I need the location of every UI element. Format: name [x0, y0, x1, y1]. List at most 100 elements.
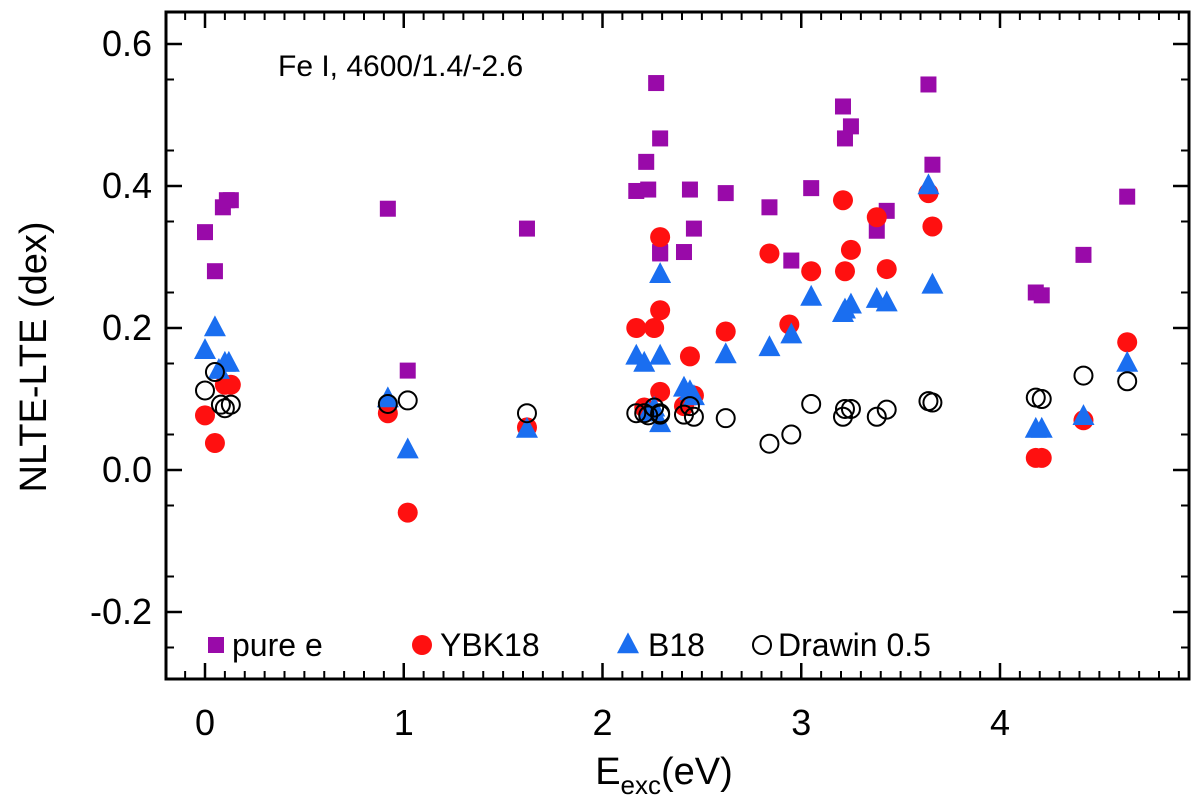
data-point [206, 263, 223, 280]
data-point [1073, 365, 1094, 386]
plot-frame [164, 10, 1191, 681]
data-point [800, 284, 823, 306]
data-point [644, 318, 665, 338]
series-drawin-0.5 [195, 362, 1138, 454]
data-point [876, 399, 897, 420]
data-point [397, 502, 418, 523]
data-point [1116, 350, 1139, 372]
data-point [679, 346, 700, 367]
data-point [683, 406, 704, 427]
data-point [840, 398, 861, 419]
data-point [650, 300, 671, 321]
data-point [376, 386, 399, 408]
data-point [1117, 332, 1138, 353]
data-point [1033, 287, 1050, 304]
y-tick-label-0: -0.2 [90, 591, 152, 632]
data-points [194, 75, 1139, 523]
legend-label-0: pure e [232, 627, 323, 663]
legend-label-2: B18 [648, 627, 705, 663]
data-point [396, 437, 419, 459]
data-point [217, 350, 240, 372]
data-point [220, 394, 241, 415]
data-point [922, 216, 943, 237]
data-point [644, 397, 665, 418]
data-point [1031, 447, 1052, 468]
legend-marker-2 [617, 632, 639, 654]
legend-marker-0 [208, 637, 224, 653]
data-point [834, 261, 855, 282]
data-point [868, 222, 885, 239]
data-point [197, 224, 213, 241]
data-point [516, 403, 537, 424]
data-point [195, 380, 215, 401]
series-pure-e [197, 75, 1136, 379]
data-point [222, 192, 239, 209]
x-tick-label-3: 3 [791, 702, 811, 743]
data-point [652, 130, 669, 147]
data-point [780, 322, 803, 344]
series-ybk18 [195, 183, 1138, 523]
data-point [633, 350, 656, 372]
data-point [876, 259, 897, 280]
data-point [714, 342, 737, 364]
data-point [679, 396, 700, 417]
x-tick-label-4: 4 [990, 702, 1010, 743]
data-point [518, 220, 535, 237]
data-point [640, 181, 657, 198]
data-point [832, 190, 853, 211]
data-point [681, 181, 698, 198]
data-point [1075, 246, 1092, 263]
legend-label-3: Drawin 0.5 [778, 627, 931, 663]
data-point [210, 394, 231, 415]
data-point [682, 384, 705, 406]
data-point [649, 262, 672, 283]
data-point [921, 272, 944, 294]
data-point [759, 433, 780, 454]
data-point [715, 321, 736, 342]
data-point [1031, 389, 1052, 409]
legend-marker-3 [752, 635, 772, 655]
data-point [649, 343, 672, 365]
data-point [922, 392, 943, 413]
x-axis-title: Eexc(eV) [595, 751, 733, 800]
data-point [685, 220, 702, 237]
data-point [650, 403, 671, 424]
x-axis-title-sub: exc [621, 770, 661, 800]
data-point [783, 252, 800, 269]
data-point [866, 406, 887, 427]
data-point [377, 393, 398, 414]
data-point [204, 362, 225, 383]
data-point [758, 335, 781, 357]
x-tick-label-1: 1 [394, 702, 414, 743]
data-point [397, 390, 418, 411]
data-point [626, 318, 647, 338]
data-point [920, 76, 937, 93]
y-tick-label-4: 0.6 [102, 23, 152, 64]
data-point [638, 153, 655, 170]
x-axis-title-unit: (eV) [661, 751, 733, 793]
data-point [1117, 371, 1138, 392]
data-point [759, 243, 780, 264]
chart-annotation: Fe I, 4600/1.4/-2.6 [278, 50, 523, 83]
data-point [836, 130, 853, 147]
y-tick-label-2: 0.2 [102, 307, 152, 348]
data-point [515, 416, 538, 438]
x-tick-label-0: 0 [195, 702, 215, 743]
data-point [715, 408, 736, 429]
data-point [834, 98, 851, 115]
data-point [840, 239, 861, 260]
x-axis-title-main: E [595, 751, 620, 793]
data-point [675, 244, 692, 261]
axes: 0 1 2 3 4 -0.2 0.0 0.2 0.4 0.6 [90, 10, 1191, 743]
data-point [839, 292, 862, 314]
data-point [220, 374, 241, 395]
data-point [801, 393, 822, 414]
data-point [1030, 416, 1053, 438]
data-point [917, 173, 940, 195]
x-tick-label-2: 2 [592, 702, 612, 743]
data-point [761, 199, 778, 216]
data-point [1119, 188, 1136, 205]
data-point [803, 180, 820, 197]
legend-marker-1 [412, 635, 432, 655]
data-point [875, 290, 898, 312]
